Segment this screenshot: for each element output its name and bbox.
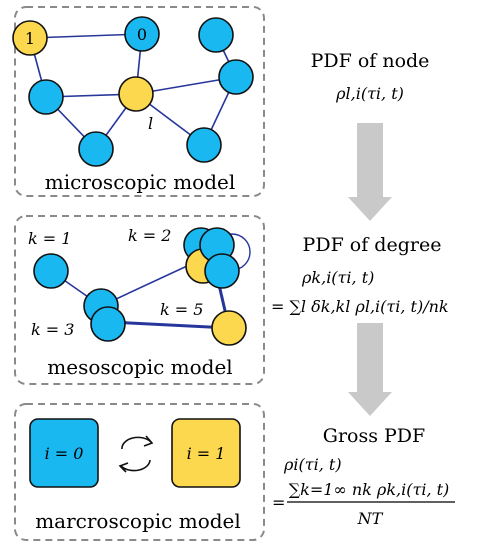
micro-caption: microscopic model — [45, 170, 235, 194]
state-label-1: i = 1 — [187, 444, 226, 463]
degree-label: k = 5 — [160, 300, 203, 319]
node-blue — [218, 59, 254, 95]
meso-caption: mesoscopic model — [47, 355, 232, 379]
gross-pdf-numerator: ∑k=1∞ nk ρk,i(τi, t) — [289, 480, 450, 499]
degree-label: k = 3 — [31, 320, 74, 339]
macro-caption: marcroscopic model — [35, 509, 241, 533]
degree-label: k = 1 — [28, 229, 71, 248]
node-label: l — [148, 114, 153, 133]
down-arrow-icon — [348, 123, 392, 221]
gross-pdf-formula-line1: ρi(τi, t) — [283, 455, 342, 474]
degree-label: k = 2 — [128, 226, 171, 245]
node-blue — [90, 306, 126, 342]
micro-panel-border — [14, 6, 265, 197]
degree-pdf-formula-line1: ρk,i(τi, t) — [301, 268, 374, 287]
node-pdf-heading: PDF of node — [311, 50, 430, 72]
node-blue — [78, 131, 114, 167]
state-box-0 — [29, 418, 99, 488]
node-blue — [124, 16, 160, 52]
gross-pdf-denominator: NT — [357, 509, 384, 528]
node-pdf-formula: ρl,i(τi, t) — [335, 84, 404, 103]
equals-sign: = — [272, 493, 285, 512]
degree-pdf-formula-line2: = ∑l δk,kl ρl,i(τi, t)/nk — [271, 297, 449, 316]
node-label: 0 — [137, 25, 147, 44]
micro-panel: 1 0 l microscopic model — [12, 6, 265, 197]
edge — [100, 259, 201, 307]
macro-panel-border — [14, 403, 265, 541]
macro-panel: i = 0 i = 1 marcroscopic model — [14, 403, 265, 541]
state-box-1 — [171, 418, 241, 488]
node-blue — [28, 79, 64, 115]
down-arrow-icon — [348, 323, 392, 416]
node-label: 1 — [25, 29, 35, 48]
state-label-0: i = 0 — [45, 444, 84, 463]
edge-thick — [109, 320, 230, 330]
node-yellow — [211, 310, 247, 346]
node-yellow — [12, 20, 48, 56]
node-yellow-center — [118, 76, 154, 112]
node-blue — [198, 17, 234, 53]
meso-panel: k = 1 k = 2 k = 3 k = 5 mesoscopic model — [14, 215, 265, 385]
node-blue — [204, 253, 240, 289]
node-blue — [186, 127, 222, 163]
edge — [29, 33, 143, 39]
cycle-arrows-icon — [118, 435, 154, 473]
node-blue — [33, 253, 69, 289]
meso-panel-border — [14, 215, 265, 385]
gross-pdf-heading: Gross PDF — [323, 425, 425, 447]
degree-pdf-heading: PDF of degree — [303, 234, 442, 256]
